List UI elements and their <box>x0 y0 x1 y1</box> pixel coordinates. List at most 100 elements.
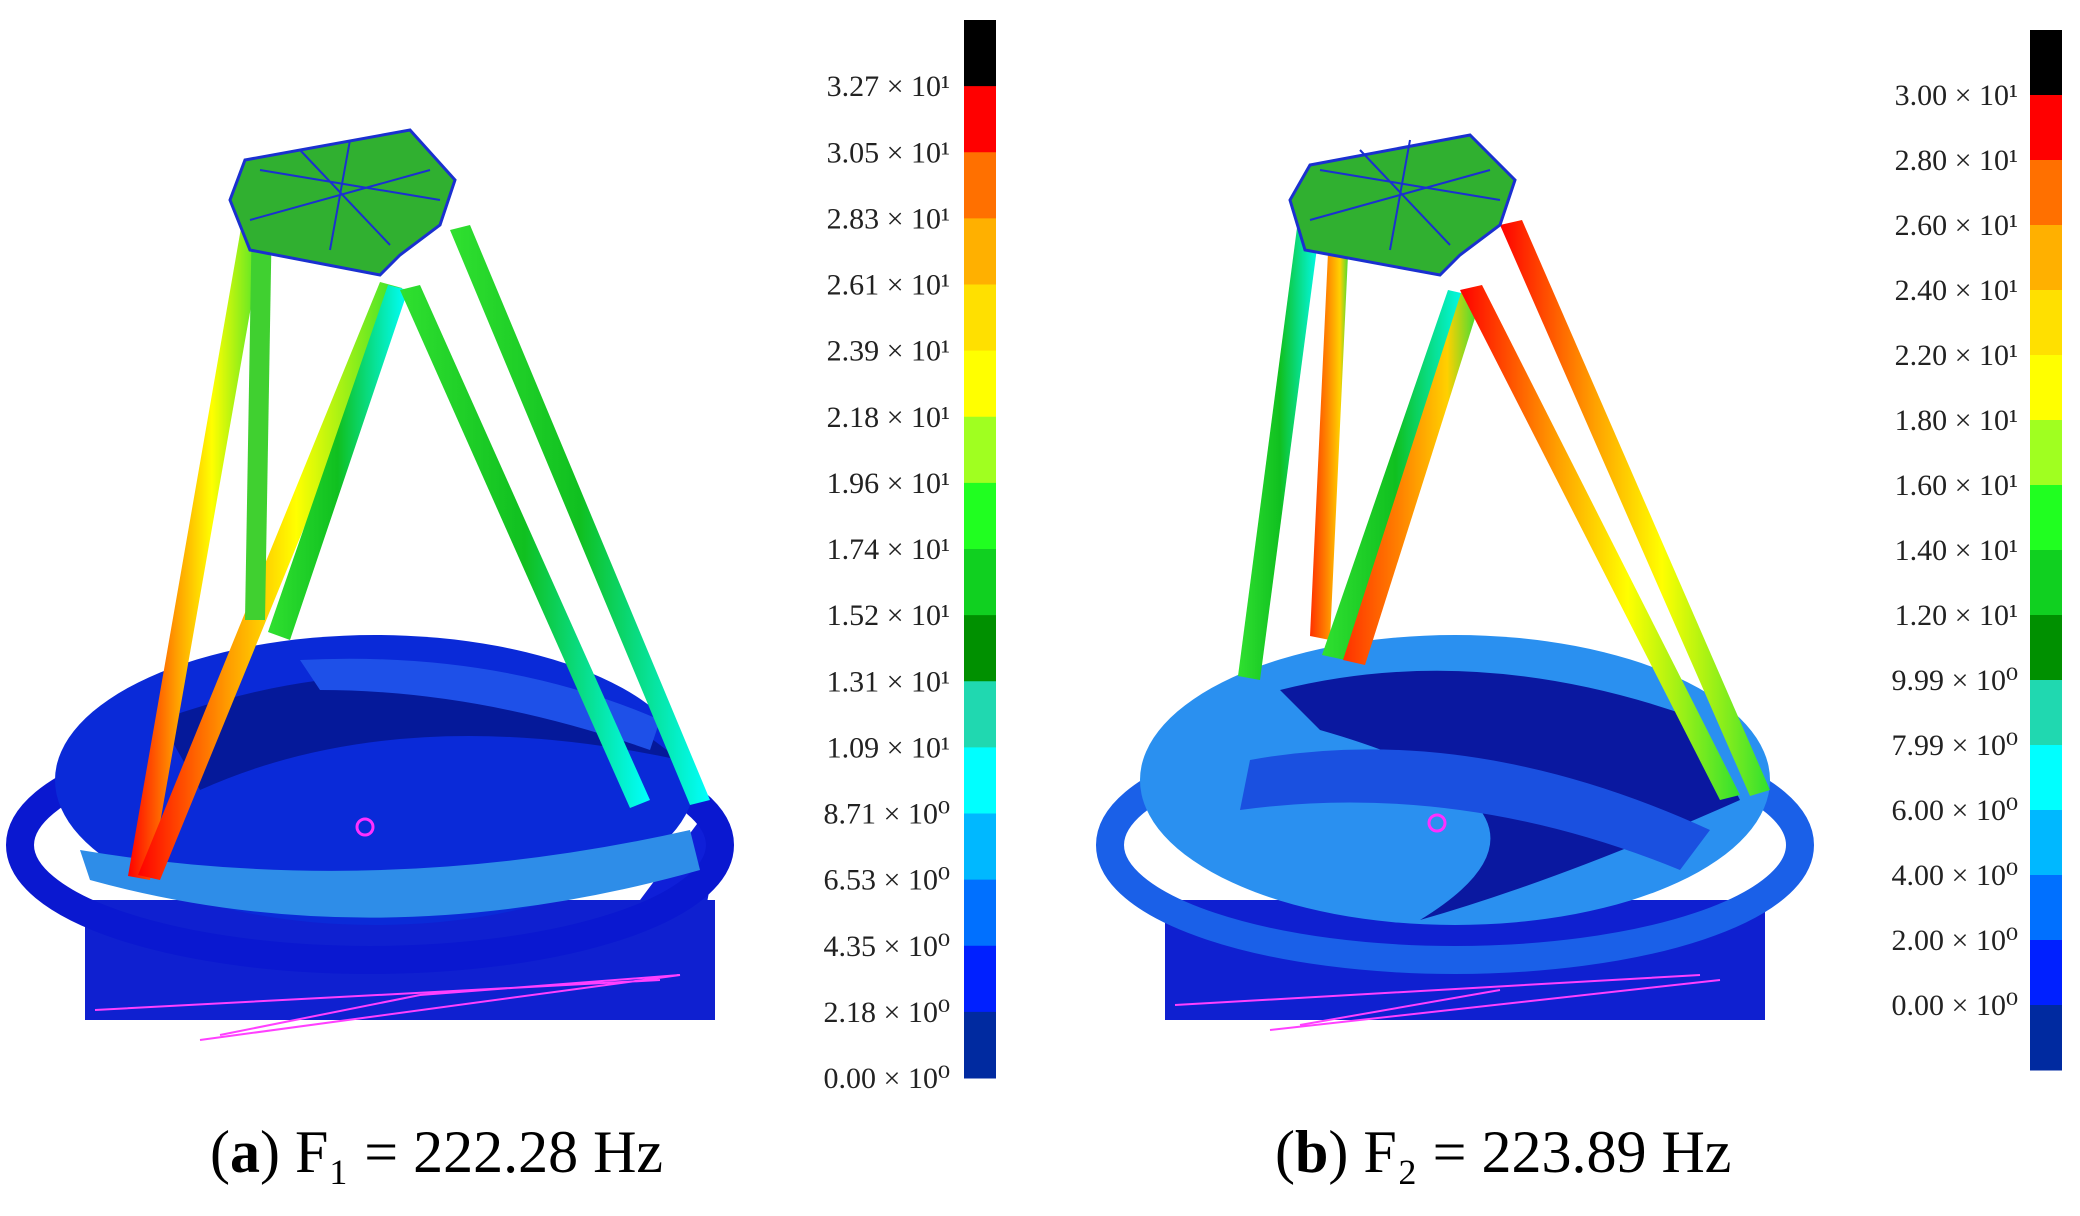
legend-tick-label: 1.31 × 10¹ <box>827 665 950 698</box>
legend-b-labels: 3.00 × 10¹ 2.80 × 10¹ 2.60 × 10¹ 2.40 × 10¹… <box>1892 79 2018 1022</box>
legend-color-segment <box>964 350 996 418</box>
strut-front <box>268 285 408 640</box>
legend-color-segment <box>2030 810 2062 876</box>
strut-b-right-a <box>1500 220 1770 796</box>
legend-color-segment <box>2030 680 2062 746</box>
legend-color-segment <box>964 879 996 947</box>
legend-color-segment <box>2030 940 2062 1006</box>
legend-color-segment <box>964 1011 996 1079</box>
legend-color-segment <box>2030 290 2062 356</box>
panel-b-model <box>1096 133 1814 1031</box>
legend-tick-label: 1.80 × 10¹ <box>1895 404 2018 437</box>
caption-b-close-paren: ) <box>1328 1119 1363 1185</box>
legend-color-segment <box>964 681 996 748</box>
caption-b-text: F₂ = 223.89 Hz <box>1363 1119 1731 1185</box>
center-marker <box>355 817 375 837</box>
legend-color-segment <box>2030 745 2062 811</box>
legend-color-segment <box>964 152 996 219</box>
base-pink-struts-b <box>1174 974 1721 1031</box>
legend-color-segment <box>2030 420 2062 486</box>
legend-tick-label: 2.39 × 10¹ <box>827 335 950 368</box>
strut-right-a <box>450 225 710 805</box>
legend-tick-label: 2.18 × 10⁰ <box>824 996 950 1029</box>
legend-tick-label: 2.61 × 10¹ <box>827 269 950 302</box>
strut-b-left-outer <box>1238 205 1322 680</box>
mirror-band-light <box>80 830 700 918</box>
legend-tick-label: 2.20 × 10¹ <box>1895 339 2018 372</box>
panel-b-legend: 3.00 × 10¹ 2.80 × 10¹ 2.60 × 10¹ 2.40 × 10¹… <box>1892 30 2062 1071</box>
legend-color-segment <box>964 482 996 550</box>
strut-left-inner <box>138 282 402 880</box>
legend-color-segment <box>964 813 996 881</box>
legend-a-labels: 3.27 × 10¹ 3.05 × 10¹ 2.83 × 10¹ 2.61 × 10¹… <box>824 70 950 1095</box>
legend-tick-label: 1.60 × 10¹ <box>1895 469 2018 502</box>
legend-tick-label: 9.99 × 10⁰ <box>1892 664 2018 697</box>
legend-tick-label: 7.99 × 10⁰ <box>1892 729 2018 762</box>
legend-color-segment <box>964 218 996 285</box>
legend-tick-label: 2.00 × 10⁰ <box>1892 924 2018 957</box>
legend-tick-label: 2.40 × 10¹ <box>1895 274 2018 307</box>
legend-tick-label: 3.00 × 10¹ <box>1895 79 2018 112</box>
caption-b-open-paren: ( <box>1275 1119 1295 1185</box>
legend-tick-label: 2.60 × 10¹ <box>1895 209 2018 242</box>
legend-color-segment <box>2030 1005 2062 1071</box>
legend-tick-label: 1.52 × 10¹ <box>827 599 950 632</box>
caption-a-open-paren: ( <box>210 1119 230 1185</box>
legend-tick-label: 6.53 × 10⁰ <box>824 864 950 897</box>
legend-tick-label: 6.00 × 10⁰ <box>1892 794 2018 827</box>
strut-b-front <box>1343 290 1482 665</box>
center-marker-b <box>1427 813 1447 833</box>
legend-tick-label: 4.35 × 10⁰ <box>824 930 950 963</box>
legend-tick-label: 8.71 × 10⁰ <box>824 798 950 831</box>
panel-a-caption: (a) F₁ = 222.28 Hz <box>210 1119 663 1185</box>
legend-color-segment <box>964 549 996 616</box>
panel-b-caption: (b) F₂ = 223.89 Hz <box>1275 1119 1731 1185</box>
panel-a-legend: 3.27 × 10¹ 3.05 × 10¹ 2.83 × 10¹ 2.61 × 10¹… <box>824 20 996 1095</box>
legend-color-segment <box>2030 550 2062 616</box>
legend-color-segment <box>2030 160 2062 226</box>
caption-a-close-paren: ) <box>260 1119 295 1185</box>
panel-a-model <box>6 128 734 1041</box>
strut-b-left-mid <box>1310 210 1350 640</box>
legend-color-segment <box>2030 30 2062 96</box>
legend-color-segment <box>964 615 996 682</box>
caption-a-text: F₁ = 222.28 Hz <box>295 1119 663 1185</box>
secondary-ribs <box>249 139 441 251</box>
strut-mid <box>245 210 272 620</box>
secondary-ribs-b <box>1309 139 1501 251</box>
caption-b-letter: b <box>1295 1119 1328 1185</box>
legend-tick-label: 1.74 × 10¹ <box>827 533 950 566</box>
legend-tick-label: 1.40 × 10¹ <box>1895 534 2018 567</box>
legend-color-segment <box>2030 95 2062 161</box>
legend-a-color-bar <box>964 20 996 1079</box>
legend-tick-label: 3.27 × 10¹ <box>827 70 950 103</box>
legend-color-segment <box>964 416 996 484</box>
caption-a-letter: a <box>230 1119 260 1185</box>
mirror-band-mid <box>300 658 660 750</box>
legend-color-segment <box>964 747 996 814</box>
legend-tick-label: 1.09 × 10¹ <box>827 731 950 764</box>
legend-tick-label: 4.00 × 10⁰ <box>1892 859 2018 892</box>
legend-color-segment <box>2030 615 2062 681</box>
legend-color-segment <box>964 20 996 87</box>
legend-tick-label: 2.18 × 10¹ <box>827 401 950 434</box>
base-pink-struts <box>94 974 681 1041</box>
legend-color-segment <box>964 284 996 352</box>
secondary-assembly <box>228 128 457 277</box>
legend-color-segment <box>2030 875 2062 941</box>
legend-tick-label: 1.96 × 10¹ <box>827 467 950 500</box>
mirror-band-b-mid <box>1240 749 1710 870</box>
legend-color-segment <box>2030 485 2062 551</box>
secondary-assembly-b <box>1288 133 1517 277</box>
legend-tick-label: 3.05 × 10¹ <box>827 136 950 169</box>
legend-color-segment <box>2030 355 2062 421</box>
legend-tick-label: 0.00 × 10⁰ <box>1892 989 2018 1022</box>
legend-tick-label: 2.80 × 10¹ <box>1895 144 2018 177</box>
legend-tick-label: 0.00 × 10⁰ <box>824 1062 950 1095</box>
strut-right-b <box>400 285 650 808</box>
legend-tick-label: 2.83 × 10¹ <box>827 202 950 235</box>
legend-b-color-bar <box>2030 30 2062 1071</box>
strut-b-right-b <box>1460 285 1740 800</box>
legend-color-segment <box>2030 225 2062 291</box>
